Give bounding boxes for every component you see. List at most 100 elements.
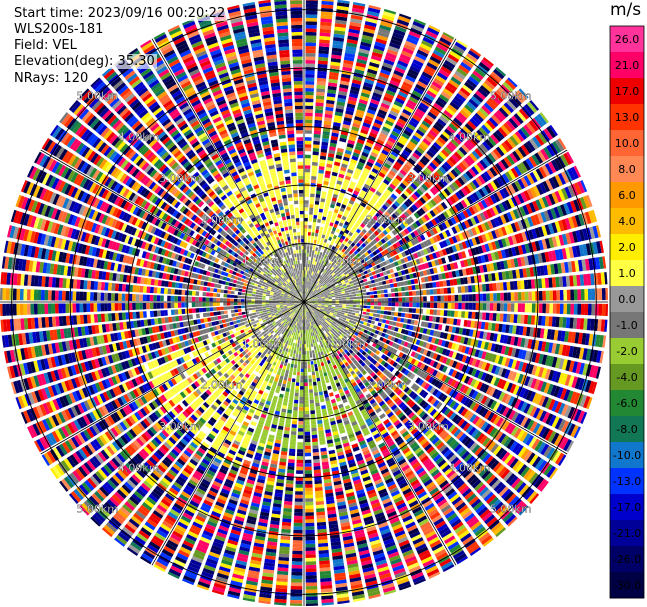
- radar-gate: [330, 266, 335, 271]
- radar-gate: [316, 186, 322, 192]
- radar-gate: [390, 76, 402, 84]
- radar-gate: [324, 235, 329, 240]
- radar-gate: [347, 214, 353, 220]
- radar-gate: [304, 266, 306, 271]
- radar-gate: [370, 55, 382, 62]
- radar-gate: [402, 302, 406, 307]
- radar-gate: [320, 276, 324, 281]
- radar-gate: [549, 290, 554, 301]
- radar-gate: [415, 108, 426, 116]
- radar-gate: [347, 187, 354, 193]
- radar-gate: [473, 93, 484, 103]
- radar-gate: [527, 315, 532, 325]
- radar-gate: [433, 295, 438, 302]
- radar-gate: [405, 302, 410, 307]
- radar-gate: [394, 287, 399, 292]
- radar-gate: [305, 116, 313, 120]
- radar-gate: [461, 294, 466, 302]
- radar-gate: [458, 294, 462, 302]
- radar-gate: [352, 174, 359, 180]
- radar-gate: [346, 42, 358, 48]
- radar-gate: [403, 43, 416, 52]
- radar-gate: [408, 313, 413, 319]
- radar-gate: [310, 179, 317, 184]
- radar-gate: [304, 284, 306, 289]
- radar-gate: [317, 270, 320, 274]
- radar-gate: [305, 112, 313, 117]
- radar-gate: [352, 122, 361, 129]
- radar-gate: [330, 218, 335, 224]
- radar-gate: [306, 350, 310, 355]
- radar-gate: [384, 298, 389, 302]
- radar-gate: [314, 250, 318, 255]
- radar-gate: [509, 314, 515, 323]
- radar-gate: [306, 292, 309, 296]
- radar-gate: [428, 129, 438, 138]
- radar-gate: [355, 236, 360, 242]
- radar-gate: [438, 93, 450, 103]
- radar-gate: [313, 133, 321, 138]
- radar-gate: [310, 290, 313, 294]
- radar-gate: [304, 165, 311, 169]
- radar-gate: [352, 225, 358, 231]
- radar-gate: [416, 296, 420, 302]
- radar-gate: [426, 90, 437, 99]
- radar-gate: [321, 191, 327, 196]
- radar-gate: [474, 67, 486, 78]
- radar-gate: [454, 302, 459, 310]
- radar-gate: [320, 14, 333, 20]
- radar-gate: [360, 222, 366, 229]
- radar-gate: [464, 103, 475, 114]
- radar-gate: [408, 285, 413, 291]
- radar-gate: [530, 315, 536, 325]
- radar-gate: [313, 214, 318, 219]
- radar-gate: [424, 93, 435, 102]
- radar-gate: [356, 305, 361, 308]
- radar-gate: [355, 142, 364, 148]
- radar-gate: [334, 247, 339, 252]
- radar-gate: [393, 316, 398, 322]
- radar-gate: [305, 266, 308, 271]
- radar-gate: [312, 288, 316, 292]
- radar-gate: [410, 137, 419, 146]
- radar-gate: [318, 279, 322, 283]
- radar-gate: [327, 228, 332, 234]
- radar-gate: [311, 264, 314, 269]
- radar-gate: [309, 392, 314, 397]
- radar-gate: [440, 91, 452, 100]
- radar-gate: [339, 137, 347, 143]
- radar-gate: [327, 153, 335, 158]
- radar-gate: [421, 71, 433, 80]
- radar-gate: [584, 288, 589, 301]
- radar-gate: [413, 87, 424, 95]
- radar-gate: [350, 196, 356, 202]
- radar-gate: [388, 196, 395, 203]
- radar-gate: [492, 283, 497, 291]
- radar-gate: [304, 186, 310, 190]
- radar-gate: [362, 186, 369, 193]
- radar-gate: [324, 258, 329, 263]
- radar-gate: [330, 135, 338, 141]
- radar-gate: [467, 50, 480, 60]
- radar-gate: [408, 30, 421, 39]
- radar-gate: [321, 141, 329, 146]
- radar-gate: [389, 316, 394, 321]
- radar-gate: [319, 201, 325, 206]
- radar-gate: [305, 98, 314, 103]
- radar-gate: [430, 144, 440, 153]
- radar-gate: [387, 293, 392, 298]
- radar-gate: [380, 102, 390, 110]
- radar-gate: [316, 240, 320, 245]
- radar-gate: [319, 226, 324, 231]
- radar-gate: [521, 303, 525, 313]
- radar-gate: [350, 228, 356, 234]
- radar-gate: [426, 302, 431, 308]
- radar-gate: [321, 0, 334, 2]
- radar-gate: [331, 238, 336, 243]
- radar-gate: [395, 63, 407, 71]
- radar-gate: [333, 30, 346, 35]
- radar-gate: [362, 122, 371, 129]
- radar-gate: [516, 280, 522, 290]
- radar-gate: [350, 158, 358, 165]
- radar-gate: [428, 147, 437, 156]
